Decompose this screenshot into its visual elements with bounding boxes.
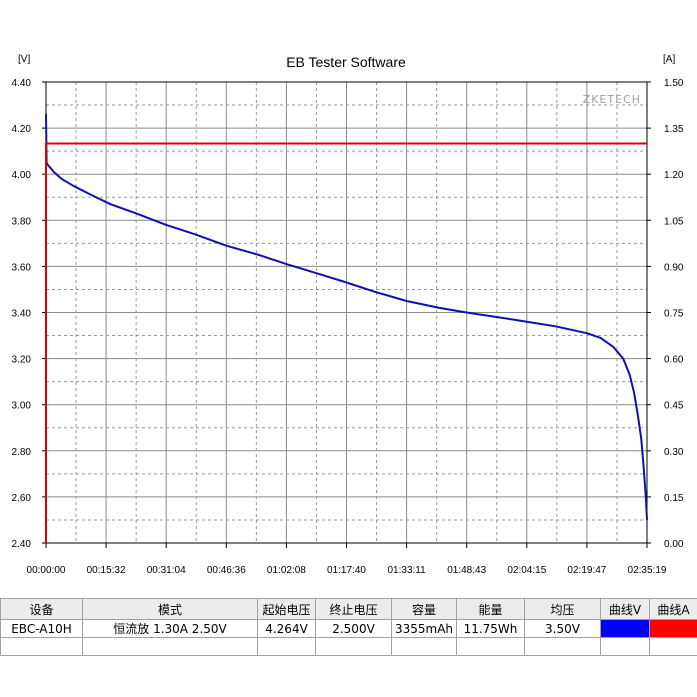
- voltage-series-line: [45, 114, 648, 520]
- header-end-voltage: 终止电压: [315, 598, 392, 620]
- right-tick-label: 1.35: [664, 124, 684, 135]
- curve-v-color-swatch[interactable]: [601, 620, 649, 637]
- table-empty-row: [0, 637, 697, 656]
- empty-cell: [524, 637, 601, 656]
- left-tick-label: 3.80: [12, 216, 32, 227]
- right-tick-label: 0.90: [664, 262, 684, 273]
- right-tick-label: 0.15: [664, 493, 684, 504]
- x-tick-label: 00:46:36: [207, 565, 246, 576]
- left-tick-label: 3.60: [12, 262, 32, 273]
- empty-cell: [257, 637, 316, 656]
- left-axis-unit: [V]: [18, 54, 30, 65]
- right-tick-label: 0.60: [664, 355, 684, 366]
- x-axis-ticks: 00:00:00 00:15:32 00:31:04 00:46:36 01:02:08…: [27, 543, 667, 576]
- cell-device: EBC-A10H: [0, 619, 83, 638]
- header-avg-voltage: 均压: [524, 598, 601, 620]
- empty-cell: [315, 637, 392, 656]
- right-tick-label: 0.30: [664, 447, 684, 458]
- left-tick-label: 2.60: [12, 493, 32, 504]
- empty-cell: [649, 637, 697, 656]
- zketech-watermark: ZKETECH: [583, 93, 641, 106]
- discharge-chart: EB Tester Software [V] [A] ZKETECH 2.402…: [12, 54, 684, 576]
- curve-v-swatch-cell[interactable]: [600, 619, 650, 638]
- curve-a-swatch-cell[interactable]: [649, 619, 697, 638]
- header-capacity: 容量: [391, 598, 457, 620]
- series-layer: [45, 114, 648, 543]
- result-table: 设备 模式 起始电压 终止电压 容量 能量 均压 曲线V 曲线A EBC-A10…: [0, 598, 697, 656]
- right-tick-label: 1.50: [664, 78, 684, 89]
- header-mode: 模式: [82, 598, 258, 620]
- right-axis-unit: [A]: [663, 54, 675, 65]
- x-tick-label: 00:00:00: [27, 565, 66, 576]
- x-tick-label: 01:02:08: [267, 565, 306, 576]
- cell-start-voltage: 4.264V: [257, 619, 316, 638]
- cell-avg-voltage: 3.50V: [524, 619, 601, 638]
- x-tick-label: 00:31:04: [147, 565, 186, 576]
- chart-title: EB Tester Software: [286, 54, 406, 70]
- right-tick-label: 0.00: [664, 539, 684, 550]
- left-tick-label: 2.40: [12, 539, 32, 550]
- header-curve-a: 曲线A: [649, 598, 697, 620]
- empty-cell: [456, 637, 525, 656]
- empty-cell: [82, 637, 258, 656]
- left-tick-label: 4.00: [12, 170, 32, 181]
- right-axis-ticks: 0.00 0.15 0.30 0.45 0.60 0.75 0.90 1.05 1.20 1.35…: [647, 78, 684, 550]
- left-tick-label: 3.00: [12, 401, 32, 412]
- x-tick-label: 02:35:19: [628, 565, 667, 576]
- cell-energy: 11.75Wh: [456, 619, 525, 638]
- current-series-line: [45, 142, 647, 543]
- x-tick-label: 02:19:47: [567, 565, 606, 576]
- left-tick-label: 3.40: [12, 309, 32, 320]
- curve-a-color-swatch[interactable]: [650, 620, 697, 637]
- table-header-row: 设备 模式 起始电压 终止电压 容量 能量 均压 曲线V 曲线A: [0, 598, 697, 620]
- empty-cell: [0, 637, 83, 656]
- right-tick-label: 0.75: [664, 309, 684, 320]
- left-tick-label: 4.20: [12, 124, 32, 135]
- empty-cell: [600, 637, 650, 656]
- left-tick-label: 4.40: [12, 78, 32, 89]
- header-curve-v: 曲线V: [600, 598, 650, 620]
- cell-mode: 恒流放 1.30A 2.50V: [82, 619, 258, 638]
- left-tick-label: 2.80: [12, 447, 32, 458]
- x-tick-label: 02:04:15: [507, 565, 546, 576]
- cell-end-voltage: 2.500V: [315, 619, 392, 638]
- left-axis-ticks: 2.40 2.60 2.80 3.00 3.20 3.40 3.60 3.80 4.00 4.20…: [12, 78, 46, 550]
- right-tick-label: 1.05: [664, 216, 684, 227]
- header-energy: 能量: [456, 598, 525, 620]
- x-tick-label: 01:48:43: [447, 565, 486, 576]
- right-tick-label: 0.45: [664, 401, 684, 412]
- left-tick-label: 3.20: [12, 355, 32, 366]
- header-device: 设备: [0, 598, 83, 620]
- x-tick-label: 01:17:40: [327, 565, 366, 576]
- header-start-voltage: 起始电压: [257, 598, 316, 620]
- empty-cell: [391, 637, 457, 656]
- x-tick-label: 01:33:11: [388, 565, 427, 576]
- x-tick-label: 00:15:32: [87, 565, 126, 576]
- right-tick-label: 1.20: [664, 170, 684, 181]
- table-row[interactable]: EBC-A10H 恒流放 1.30A 2.50V 4.264V 2.500V 3…: [0, 619, 697, 638]
- cell-capacity: 3355mAh: [391, 619, 457, 638]
- chart-grid: [46, 82, 647, 543]
